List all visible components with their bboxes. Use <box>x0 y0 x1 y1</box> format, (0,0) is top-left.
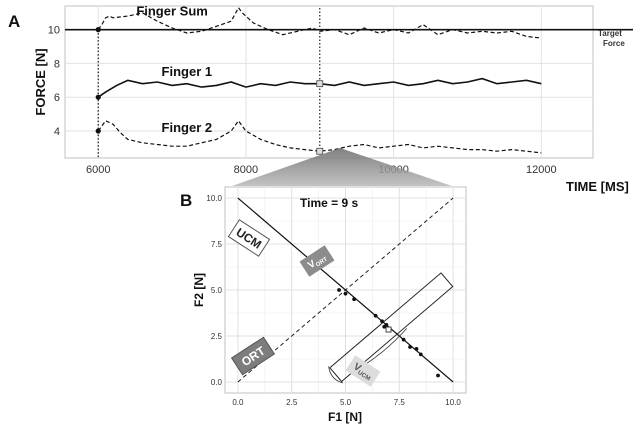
data-point <box>337 288 341 292</box>
series-label-finger-2: Finger 2 <box>162 120 213 135</box>
panel-b-x-tick-label: 7.5 <box>394 398 406 407</box>
data-point <box>418 352 423 357</box>
series-label-finger-1: Finger 1 <box>162 64 213 79</box>
panel-a-series-labels: Finger Sum Finger 1 Finger 2 <box>136 3 212 135</box>
data-point <box>343 291 348 296</box>
series-line-finger-2 <box>97 119 542 154</box>
panel-b-x-tick-label: 2.5 <box>286 398 298 407</box>
data-point <box>352 297 357 302</box>
finger2-selected-marker <box>316 147 324 155</box>
start-point-dot <box>95 94 101 100</box>
target-label-line2: Force <box>603 39 625 48</box>
panel-b-y-tick-label: 5.0 <box>211 286 223 295</box>
ort-line <box>237 197 454 383</box>
panel-a-x-tick-label: 12000 <box>526 164 557 176</box>
series-line-finger-1 <box>97 77 542 98</box>
panel-b-x-tick-label: 10.0 <box>445 398 461 407</box>
ort-label-box: ORT <box>230 336 276 376</box>
data-point <box>408 345 412 349</box>
panel-b-y-tick-label: 2.5 <box>211 332 223 341</box>
series-line-finger-sum <box>97 6 542 39</box>
panel-a-y-tick-label: 8 <box>54 58 60 70</box>
mean-point-marker <box>385 326 392 333</box>
data-point <box>436 373 440 378</box>
panel-b-x-tick-label: 5.0 <box>340 398 352 407</box>
data-point <box>384 323 389 327</box>
panel-a-y-tick-label: 10 <box>48 25 60 37</box>
panel-a-x-tick-label: 8000 <box>234 164 258 176</box>
panel-b-points <box>337 288 440 378</box>
panel-b-y-tick-label: 10.0 <box>206 194 222 203</box>
panel-b-x-tick-label: 0.0 <box>232 398 244 407</box>
start-point-dot <box>95 27 101 33</box>
panel-a-x-axis-title: TIME [MS] <box>566 179 629 194</box>
data-point <box>401 337 406 342</box>
panel-b-ticks: 0.0 2.5 5.0 7.5 10.0 0.0 2.5 5.0 7.5 10.0 <box>206 194 461 407</box>
v-ort-brace <box>328 366 344 384</box>
data-point <box>380 319 384 324</box>
panel-b-x-axis-title: F1 [N] <box>328 410 362 424</box>
panel-b-lines <box>237 197 454 383</box>
panel-a-letter: A <box>8 12 20 31</box>
variance-ellipse-box <box>329 272 454 383</box>
panel-a-y-tick-label: 6 <box>54 92 60 104</box>
series-label-finger-sum: Finger Sum <box>136 3 208 18</box>
data-point <box>414 346 419 351</box>
panel-b-y-tick-label: 0.0 <box>211 378 223 387</box>
panel-a-y-tick-label: 4 <box>54 126 60 138</box>
v-ucm-label-box: VUCM <box>345 355 381 387</box>
zoom-connector <box>232 148 452 186</box>
v-ort-label-box: VORT <box>299 245 335 277</box>
start-point-dot <box>95 128 101 134</box>
finger1-selected-marker <box>316 80 324 88</box>
target-label-line1: Target <box>598 29 622 38</box>
panel-b-y-axis-title: F2 [N] <box>192 273 206 307</box>
panel-b-title: Time = 9 s <box>300 196 358 210</box>
panel-b-letter: B <box>180 191 192 210</box>
panel-a-lines <box>65 6 633 158</box>
panel-a-y-axis-title: FORCE [N] <box>33 48 48 115</box>
data-point <box>373 313 378 318</box>
panel-b-y-tick-label: 7.5 <box>211 240 223 249</box>
panel-a-x-tick-label: 6000 <box>86 164 110 176</box>
